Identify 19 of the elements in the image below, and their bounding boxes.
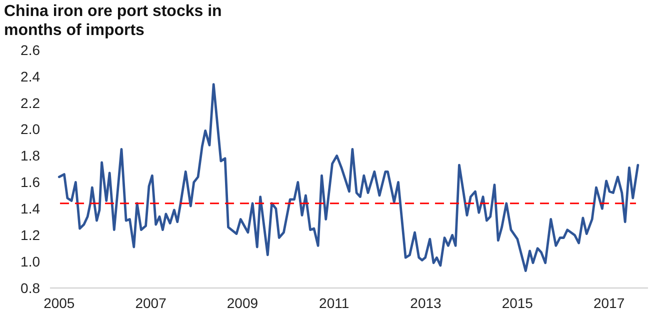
- x-tick-label: 2013: [410, 295, 442, 311]
- x-tick-label: 2011: [319, 295, 350, 311]
- y-tick-label: 0.8: [20, 280, 40, 296]
- y-tick-label: 1.8: [20, 148, 40, 164]
- x-tick-label: 2017: [593, 295, 625, 311]
- x-tick-label: 2009: [226, 295, 258, 311]
- y-tick-label: 2.6: [20, 42, 40, 58]
- x-tick-label: 2005: [44, 295, 75, 311]
- y-tick-label: 2.4: [20, 68, 40, 84]
- y-tick-label: 1.0: [20, 253, 40, 270]
- y-tick-label: 1.2: [20, 227, 40, 244]
- y-tick-label: 2.2: [20, 94, 40, 111]
- y-tick-label: 2.0: [20, 121, 40, 138]
- y-tick-label: 1.4: [20, 200, 40, 217]
- chart-title: China iron ore port stocks in months of imports: [4, 3, 222, 39]
- x-tick-label: 2007: [135, 295, 167, 311]
- line-series: [58, 83, 640, 272]
- y-tick-label: 1.6: [20, 174, 40, 190]
- x-tick-label: 2015: [502, 295, 534, 311]
